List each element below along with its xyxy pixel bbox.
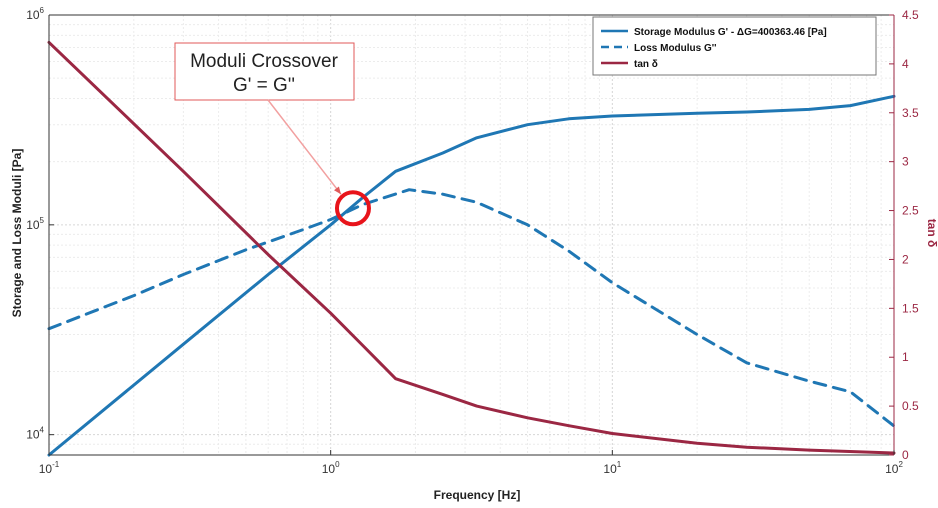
annotation-arrow-line: [267, 99, 342, 195]
y-axis-right-label: tan δ: [925, 219, 938, 248]
crossover-circle: [334, 190, 371, 227]
series-line-0: [47, 94, 896, 457]
series-layer: [47, 40, 896, 457]
tick-layer: 10-1 100 101 102 104 105 106 0 0.5 1 1.5 2 2.5 3 3.5 4 4…: [26, 6, 919, 476]
y-right-tick-label: 1.5: [902, 301, 919, 315]
legend-tan-label: tan δ: [634, 59, 658, 70]
legend-box: [592, 16, 877, 76]
annotation-box: [174, 42, 355, 101]
y-left-tick-label: 106: [26, 6, 44, 22]
x-tick-label: 10-1: [39, 460, 60, 476]
legend-storage-label: Storage Modulus G' - ΔG=400363.46 [Pa]: [634, 27, 827, 38]
y-right-tick-label: 3: [902, 155, 909, 169]
y-right-tick-label: 2: [902, 252, 909, 266]
series-line-2: [47, 40, 896, 455]
legend-loss-label: Loss Modulus G'': [634, 43, 717, 54]
y-right-tick-label: 2.5: [902, 204, 919, 218]
y-right-tick-label: 3.5: [902, 106, 919, 120]
x-axis-label: Frequency [Hz]: [434, 488, 521, 502]
crossover-annotation: Moduli Crossover G' = G'': [174, 42, 371, 227]
x-tick-label: 102: [885, 460, 903, 476]
y-right-tick-label: 0.5: [902, 399, 919, 413]
annotation-arrow-head: [333, 186, 341, 195]
x-tick-label: 100: [322, 460, 340, 476]
y-right-tick-label: 1: [902, 350, 909, 364]
y-left-tick-label: 104: [26, 426, 44, 442]
y-right-tick-label: 4: [902, 57, 909, 71]
x-tick-label: 101: [603, 460, 621, 476]
y-right-tick-label: 0: [902, 448, 909, 462]
y-axis-left-label: Storage and Loss Moduli [Pa]: [10, 149, 24, 318]
y-right-tick-label: 4.5: [902, 8, 919, 22]
annotation-equation: G' = G'': [233, 75, 295, 96]
axes-layer: [48, 14, 895, 456]
series-line-1: [47, 188, 896, 428]
y-left-tick-label: 105: [26, 216, 44, 232]
legend: Storage Modulus G' - ΔG=400363.46 [Pa] L…: [592, 16, 877, 76]
annotation-title: Moduli Crossover: [190, 51, 338, 72]
